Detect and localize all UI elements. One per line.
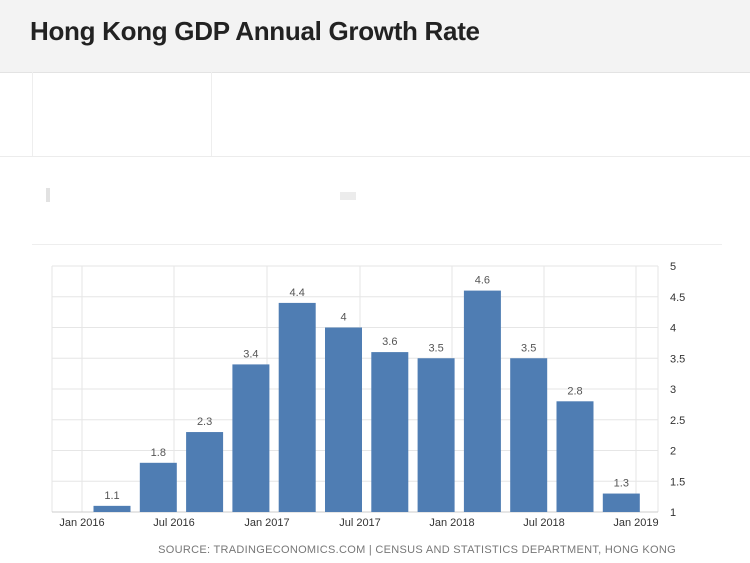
- bar: [463, 290, 501, 512]
- bar: [93, 505, 131, 512]
- bar-value-label: 4.4: [290, 287, 305, 299]
- bar-value-label: 3.6: [382, 336, 397, 348]
- bar: [371, 352, 409, 512]
- y-tick-label: 4.5: [670, 292, 685, 304]
- background-tab: [32, 72, 212, 156]
- bar-value-label: 3.4: [243, 348, 258, 360]
- x-tick-label: Jan 2018: [429, 517, 474, 529]
- x-tick-label: Jul 2016: [153, 517, 195, 529]
- x-tick-label: Jul 2018: [523, 517, 565, 529]
- bar-value-label: 3.5: [428, 342, 443, 354]
- page-header: Hong Kong GDP Annual Growth Rate: [0, 0, 750, 73]
- page-title: Hong Kong GDP Annual Growth Rate: [30, 16, 480, 46]
- bar: [186, 432, 224, 512]
- y-tick-label: 4: [670, 323, 676, 335]
- bar: [278, 302, 316, 512]
- y-tick-label: 5: [670, 261, 676, 273]
- bar-value-label: 1.8: [151, 447, 166, 459]
- x-tick-label: Jan 2016: [59, 517, 104, 529]
- bar: [325, 327, 362, 512]
- background-glyph: [340, 192, 356, 200]
- bar: [232, 364, 270, 512]
- bar-value-label: 3.5: [521, 342, 536, 354]
- bar: [139, 462, 177, 512]
- x-tick-label: Jan 2017: [244, 517, 289, 529]
- bar-value-label: 4.6: [475, 275, 490, 287]
- y-tick-label: 2: [670, 446, 676, 458]
- x-tick-label: Jan 2019: [613, 517, 658, 529]
- bar-value-label: 2.3: [197, 416, 212, 428]
- bar-value-label: 1.1: [104, 490, 119, 502]
- bar: [417, 358, 455, 512]
- background-tabs: [0, 72, 750, 157]
- bar: [556, 401, 594, 512]
- x-tick-label: Jul 2017: [339, 517, 381, 529]
- bar-value-label: 2.8: [567, 385, 582, 397]
- bar: [602, 493, 640, 512]
- y-tick-label: 1: [670, 507, 676, 519]
- bar-value-label: 4: [340, 312, 346, 324]
- y-tick-label: 3: [670, 384, 676, 396]
- y-tick-label: 3.5: [670, 353, 685, 365]
- y-tick-label: 2.5: [670, 415, 685, 427]
- background-glyph: [46, 188, 50, 202]
- bar-value-label: 1.3: [614, 478, 629, 490]
- y-tick-label: 1.5: [670, 476, 685, 488]
- chart-source: SOURCE: TRADINGECONOMICS.COM | CENSUS AN…: [158, 544, 676, 556]
- background-row: [32, 180, 722, 245]
- bar: [510, 358, 548, 512]
